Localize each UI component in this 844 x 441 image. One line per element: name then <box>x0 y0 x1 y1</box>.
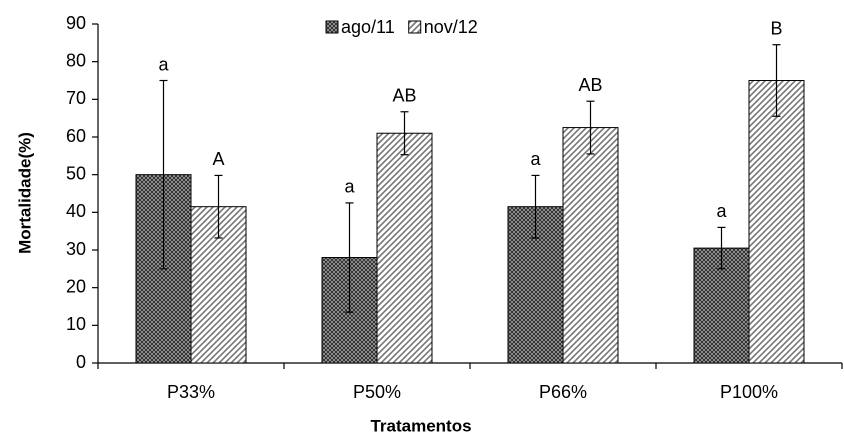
legend-label: ago/11 <box>341 17 395 37</box>
y-tick-label: 30 <box>66 239 86 259</box>
error-bar <box>345 202 354 313</box>
y-tick-label: 10 <box>66 314 86 334</box>
significance-letter: a <box>158 54 169 74</box>
legend-swatch <box>325 20 339 34</box>
y-tick-label: 70 <box>66 88 86 108</box>
significance-letter: AB <box>392 86 416 106</box>
legend-label: nov/12 <box>424 17 478 37</box>
y-tick-label: 40 <box>66 201 86 221</box>
y-tick-label: 20 <box>66 276 86 296</box>
error-bar <box>214 174 223 239</box>
y-tick-label: 80 <box>66 50 86 70</box>
significance-letter: B <box>770 18 782 38</box>
error-bar <box>531 174 540 239</box>
x-tick-label: P66% <box>539 382 587 402</box>
x-tick-label: P50% <box>353 382 401 402</box>
significance-letter: a <box>344 177 355 197</box>
y-tick-label: 60 <box>66 126 86 146</box>
y-tick-label: 90 <box>66 13 86 33</box>
x-axis-title: Tratamentos <box>370 416 471 435</box>
significance-letter: AB <box>578 75 602 95</box>
significance-letter: A <box>212 149 224 169</box>
bar <box>562 127 619 364</box>
significance-letter: a <box>716 201 727 221</box>
y-tick-label: 50 <box>66 163 86 183</box>
bar <box>748 80 805 364</box>
error-bar <box>400 111 409 156</box>
x-tick-label: P100% <box>720 382 778 402</box>
y-tick-label: 0 <box>76 352 86 372</box>
significance-letter: a <box>530 149 541 169</box>
error-bar <box>159 79 168 270</box>
error-bar <box>586 100 595 155</box>
legend-swatch <box>408 20 422 34</box>
x-tick-label: P33% <box>167 382 215 402</box>
bar <box>376 132 433 364</box>
y-axis-title: Mortalidade(%) <box>15 132 34 254</box>
error-bar <box>717 226 726 270</box>
error-bar <box>772 44 781 117</box>
